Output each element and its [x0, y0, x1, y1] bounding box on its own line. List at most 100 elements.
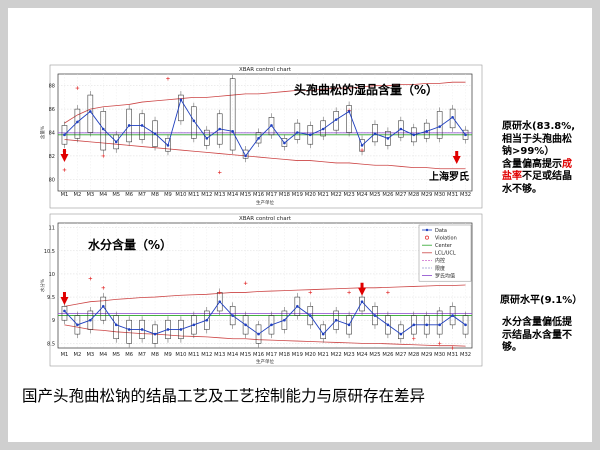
box: [385, 131, 391, 146]
annotation-highlight: 成: [562, 158, 572, 170]
box: [320, 120, 326, 137]
data-point: [101, 305, 105, 308]
data-point: [386, 323, 390, 327]
data-point: [63, 309, 66, 313]
outlier-mark: [243, 281, 248, 285]
y-tick-label: 86: [49, 107, 55, 113]
box: [372, 306, 378, 326]
box: [74, 108, 81, 139]
data-point: [244, 154, 247, 158]
box: [87, 310, 94, 330]
box: [242, 315, 249, 335]
box: [462, 315, 469, 335]
data-point: [114, 323, 118, 327]
x-tick-label: M30: [434, 352, 445, 358]
data-point: [166, 328, 170, 331]
x-tick-label: M17: [266, 192, 277, 198]
data-point: [218, 127, 222, 131]
data-point: [244, 323, 247, 327]
data-point: [321, 127, 325, 131]
x-tick-label: M9: [164, 192, 172, 198]
annotation-line: 原研水(83.8%,: [502, 121, 576, 132]
legend-label: 罗氏均值: [435, 272, 455, 279]
plot-area: [57, 222, 473, 349]
data-point: [438, 125, 441, 128]
legend-label: 内控: [435, 257, 445, 264]
data-point: [231, 130, 234, 133]
box: [204, 129, 210, 146]
x-tick-label: M7: [138, 192, 146, 198]
water-content-chart: XBAR control chart 8.5 9 9.5 10 10.5 11 水分% M1 M2…: [39, 213, 483, 367]
x-tick-label: M16: [253, 192, 264, 198]
x-tick-label: M26: [382, 352, 393, 358]
box: [281, 310, 288, 330]
data-point: [334, 118, 338, 121]
x-tick-label: M32: [460, 352, 471, 358]
plot-subtitle: XBAR control chart: [239, 67, 292, 73]
data-point: [464, 323, 467, 327]
box: [398, 120, 404, 138]
annotation-line: 相当于头孢曲松: [502, 133, 572, 145]
data-point: [296, 131, 299, 134]
plot-subtitle: XBAR control chart: [239, 216, 292, 222]
red-arrow: [60, 291, 69, 305]
outlier-mark: [88, 276, 93, 281]
x-tick-label: M20: [305, 192, 316, 198]
y-axis-label: 水分%: [39, 278, 46, 292]
data-point: [89, 318, 92, 322]
annotation-line: 盐率不足或结晶: [502, 171, 590, 184]
x-tick-label: M11: [188, 352, 199, 358]
data-point: [76, 323, 79, 327]
x-tick-label: M18: [279, 352, 290, 358]
box: [268, 315, 275, 335]
annotation-highlight: 盐率: [502, 171, 522, 182]
data-point: [373, 132, 377, 135]
box: [294, 122, 301, 140]
legend-swatch: [425, 235, 429, 240]
lcl-line: [64, 139, 466, 170]
annotation-line: 钠>99%）: [502, 146, 555, 157]
box: [372, 124, 378, 143]
data-point: [140, 328, 144, 331]
x-tick-label: M12: [201, 192, 212, 198]
x-tick-label: M22: [331, 192, 342, 198]
data-point: [257, 137, 260, 140]
outlier-mark: [101, 286, 106, 290]
data-point: [360, 144, 364, 147]
box: [165, 138, 171, 152]
data-point: [270, 323, 273, 327]
x-tick-label: M4: [99, 352, 107, 358]
box: [152, 120, 158, 147]
x-tick-label: M24: [356, 192, 368, 198]
box: [268, 117, 275, 136]
data-point: [347, 323, 351, 327]
y-tick-label: 8.5: [47, 341, 55, 347]
x-tick-label: M25: [369, 352, 380, 358]
x-tick-label: M13: [214, 352, 225, 358]
outlier-mark: [347, 290, 351, 295]
data-point: [76, 120, 79, 124]
slide-canvas: XBAR control chart 80 82 84 86 88 含量% M1 M2 M3 M4 M…: [39, 64, 483, 367]
box: [152, 324, 158, 344]
x-tick-label: M32: [460, 192, 471, 198]
x-tick-label: M1: [61, 192, 69, 198]
box: [126, 319, 132, 344]
x-tick-label: M21: [318, 192, 329, 198]
data-point: [179, 98, 183, 102]
chart-1-title: 头孢曲松的湿品含量（%）: [294, 83, 439, 97]
annotation-line: 含量偏高提示成: [502, 159, 590, 172]
red-arrow: [452, 151, 461, 164]
x-tick-label: M21: [318, 352, 329, 358]
lcl-line: [64, 324, 466, 347]
outlier-mark: [166, 76, 170, 81]
data-point: [308, 314, 312, 317]
x-tick-label: M3: [86, 352, 94, 358]
box: [385, 315, 391, 335]
y-tick-label: 10: [49, 272, 55, 278]
x-tick-label: M23: [344, 192, 355, 198]
outlier-mark: [217, 170, 222, 175]
annotation-text: 含量偏高提示: [502, 158, 562, 170]
box: [333, 310, 339, 330]
x-tick-label: M5: [112, 192, 120, 198]
